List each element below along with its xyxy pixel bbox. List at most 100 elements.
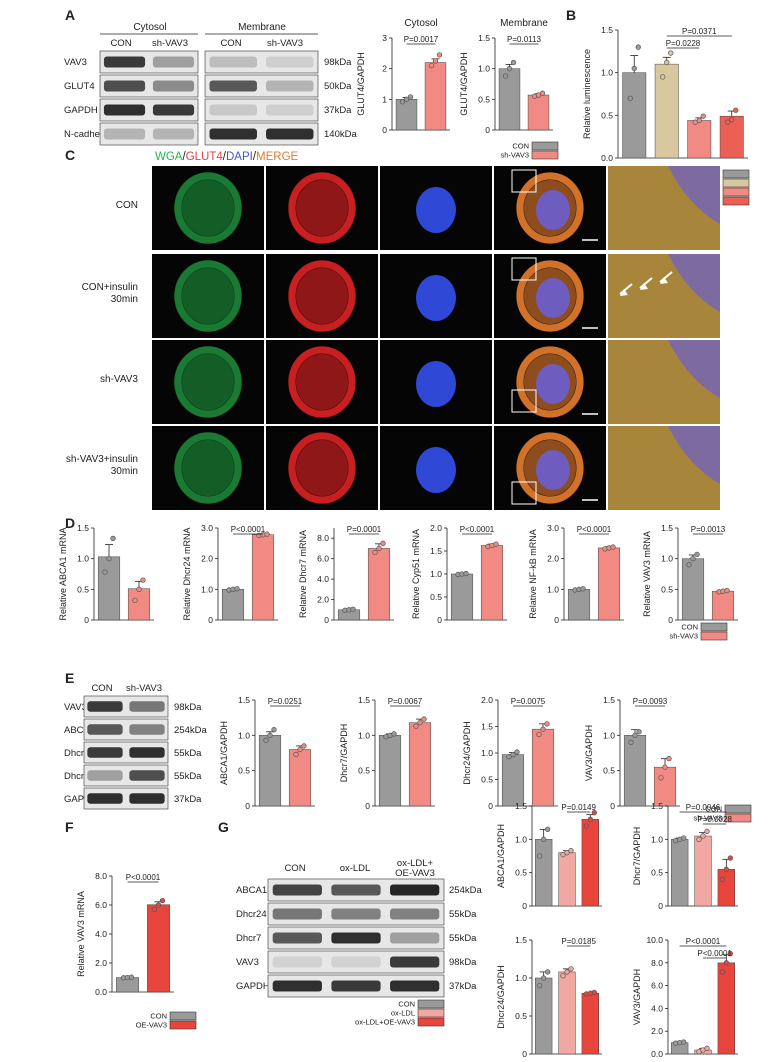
data-point (658, 775, 664, 781)
legend-swatch (169, 1020, 197, 1030)
bar-1 (251, 534, 275, 621)
legend-label: OE-VAV3 (136, 1021, 167, 1030)
protein-band (103, 56, 146, 68)
p-value: P<0.0001 (460, 525, 495, 534)
data-point (727, 951, 733, 957)
micrograph-tile (608, 340, 720, 424)
data-point (413, 723, 419, 729)
bar-1 (558, 852, 576, 907)
data-point (723, 960, 729, 966)
y-tick-label: 8.0 (95, 871, 107, 881)
data-point (635, 44, 641, 50)
y-tick-label: 2.0 (481, 695, 493, 705)
data-point (502, 73, 509, 79)
bar-2 (717, 962, 735, 1055)
legend-swatch (722, 187, 750, 197)
chart-D2: 0 1.0 2.0 3.0 Relative Dhcr24 mRNA P<0.0001 (182, 523, 278, 625)
condition-label: sh-VAV3 (100, 374, 138, 385)
blot-strip (267, 926, 445, 950)
y-tick-label: 1.5 (515, 801, 527, 811)
protein-band (331, 980, 381, 992)
blot-row-label: N-cadherin (64, 129, 110, 140)
nucleus (416, 447, 456, 493)
data-point (151, 906, 158, 912)
y-tick-label: 0 (208, 615, 213, 625)
zoom-tint (608, 254, 720, 338)
y-tick-label: 1.5 (661, 523, 673, 533)
p-value: P=0.0075 (511, 697, 546, 706)
zoom-box (511, 481, 537, 505)
y-axis-label: GLUT4/GAPDH (459, 52, 469, 116)
y-tick-label: 1.0 (238, 730, 250, 740)
y-tick-label: 3 (382, 33, 387, 43)
chart-A2: 0 0.5 1.0 1.5 GLUT4/GAPDH Membrane P=0.0113 (459, 18, 553, 135)
legend-swatch (700, 631, 728, 641)
data-point (725, 119, 731, 125)
bar-1 (597, 547, 621, 621)
y-tick-label: 1.5 (238, 695, 250, 705)
data-point (301, 743, 307, 749)
protein-band (390, 884, 440, 896)
protein-band (129, 747, 165, 758)
bar-0 (97, 556, 121, 621)
micrograph-tile (266, 426, 378, 510)
protein-band (103, 128, 146, 140)
protein-band (331, 932, 381, 944)
legend-swatch (724, 804, 752, 814)
data-point (564, 969, 570, 975)
y-tick-label: 2.0 (430, 523, 442, 533)
arrow-head (640, 283, 648, 290)
bar-2 (581, 819, 599, 907)
protein-band (152, 104, 195, 116)
stain-name: GLUT4 (186, 151, 224, 163)
protein-band (272, 884, 322, 896)
bar-1 (558, 971, 576, 1055)
zoom-nucleus (668, 426, 720, 484)
y-tick-label: 1.0 (547, 584, 559, 594)
y-axis-label: VAV3/GAPDH (584, 725, 594, 781)
cell-body (296, 440, 348, 496)
data-point (106, 556, 112, 562)
micrograph-tile (380, 166, 492, 250)
lane-label: CON (220, 38, 241, 49)
legend-label: sh-VAV3 (694, 814, 722, 823)
panel-letter-G: G (218, 819, 229, 835)
blot-strip (267, 950, 445, 974)
y-tick-label: 1.0 (515, 834, 527, 844)
data-point (506, 754, 512, 760)
y-axis-label: Relative VAV3 mRNA (642, 531, 652, 617)
protein-band (209, 104, 257, 116)
micrograph-tile (608, 426, 720, 510)
blot-row-label: Dhcr24 (64, 748, 95, 759)
y-tick-label: 0 (437, 615, 442, 625)
bar-1 (424, 62, 447, 131)
p-value: P=0.0001 (347, 525, 382, 534)
chart-D6: 0 0.5 1.0 1.5 Relative VAV3 mRNA P=0.0013 (642, 523, 738, 625)
condition-label: 30min (111, 294, 138, 305)
micrograph-tile (380, 340, 492, 424)
kda-label: 55kDa (174, 748, 202, 759)
y-tick-label: 1.5 (601, 25, 613, 35)
y-tick-label: 0.5 (651, 868, 663, 878)
p-value: P=0.0228 (666, 39, 701, 48)
bar-1 (711, 590, 735, 621)
arrow-head (660, 277, 668, 284)
micrograph-tile (152, 166, 264, 250)
blot-strip (83, 787, 169, 810)
data-point (627, 95, 633, 101)
blot-row-label: VAV3 (64, 57, 87, 68)
nucleus-overlay (536, 278, 570, 318)
micrograph-tile (152, 426, 264, 510)
cell-body (296, 268, 348, 324)
data-point (727, 855, 733, 861)
chart-D4: 0 0.5 1.0 1.5 2.0 Relative Cyp51 mRNA P<0.0001 (411, 523, 507, 625)
bar-1 (531, 728, 555, 807)
cell-membrane (174, 346, 242, 418)
protein-band (87, 747, 123, 758)
y-tick-label: 0.5 (238, 766, 250, 776)
bar-1 (147, 904, 170, 993)
y-tick-label: 1 (382, 94, 387, 104)
blot-strip (267, 878, 445, 902)
